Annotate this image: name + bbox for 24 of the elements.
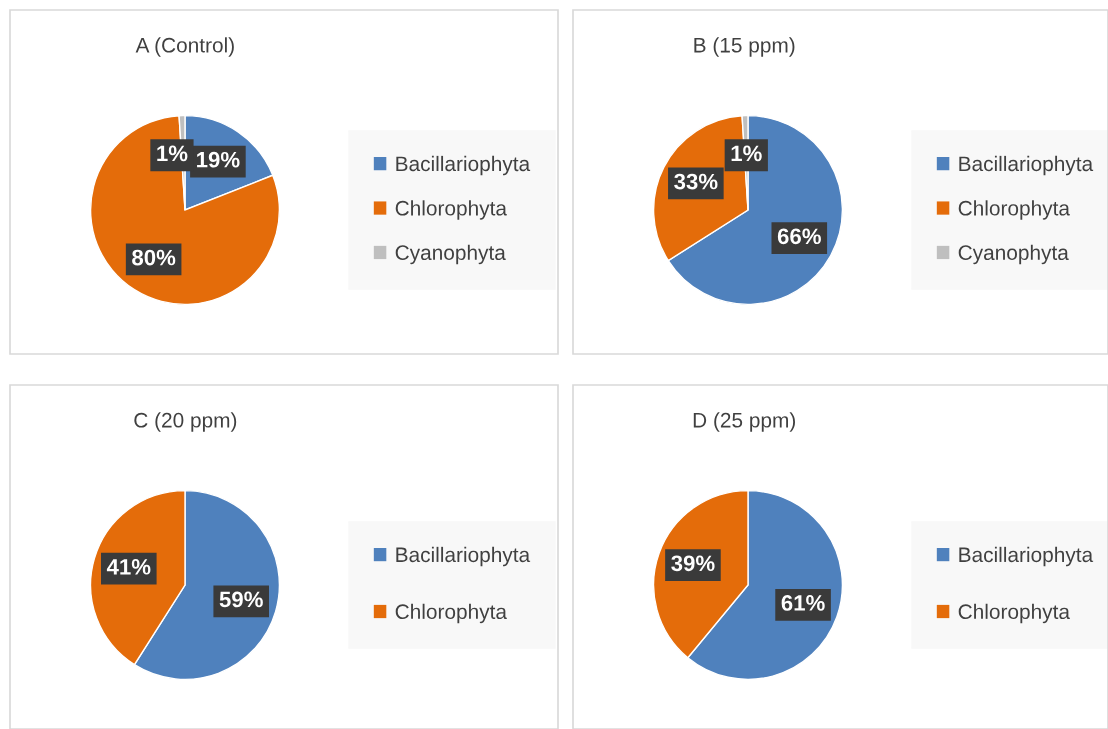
data-label: 33% bbox=[674, 173, 718, 190]
legend-label: Chlorophyta bbox=[958, 603, 1070, 624]
data-label: 80% bbox=[132, 249, 176, 266]
legend-label: Bacillariophyta bbox=[396, 546, 531, 567]
chart-title: D (25 ppm) bbox=[693, 412, 796, 432]
chart-title: B (15 ppm) bbox=[694, 37, 795, 57]
data-label: 1% bbox=[731, 145, 762, 162]
data-label: 59% bbox=[219, 591, 263, 608]
legend-label: Cyanophyta bbox=[395, 244, 506, 265]
data-label: 1% bbox=[157, 145, 188, 162]
legend-label: Chlorophyta bbox=[958, 200, 1070, 220]
data-label: 39% bbox=[671, 555, 715, 572]
data-label: 19% bbox=[197, 151, 240, 168]
legend-label: Cyanophyta bbox=[958, 244, 1069, 265]
chart-title: A (Control) bbox=[135, 37, 234, 57]
legend-label: Chlorophyta bbox=[395, 200, 507, 220]
legend-label: Bacillariophyta bbox=[959, 546, 1094, 567]
legend-label: Bacillariophyta bbox=[959, 155, 1094, 176]
data-label: 61% bbox=[781, 595, 825, 611]
data-label: 66% bbox=[777, 228, 821, 245]
chart-title: C (20 ppm) bbox=[134, 412, 237, 432]
legend-label: Bacillariophyta bbox=[396, 155, 531, 176]
legend-label: Chlorophyta bbox=[395, 603, 507, 624]
data-label: 41% bbox=[106, 558, 151, 575]
